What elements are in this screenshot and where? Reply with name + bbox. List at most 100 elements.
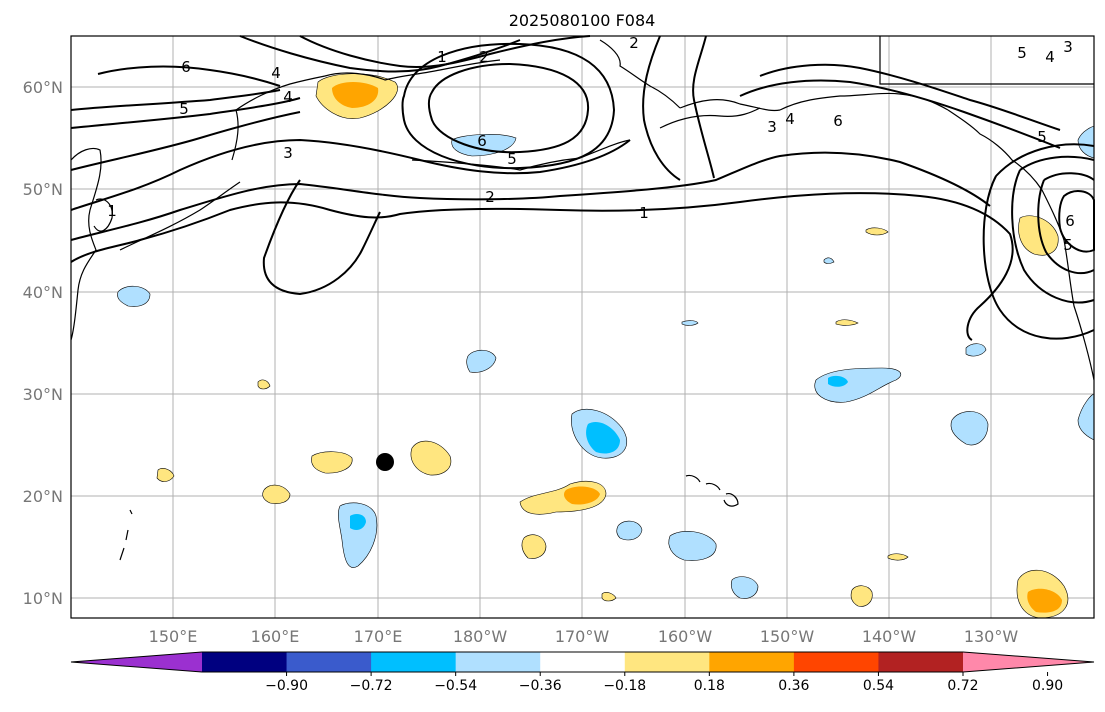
colorbar-swatch xyxy=(286,652,372,672)
contour-label: 6 xyxy=(1065,212,1075,230)
contour-label: 1 xyxy=(437,48,447,66)
lat-label: 60°N xyxy=(23,78,63,97)
anomaly-negative-3-core xyxy=(350,514,366,530)
contour-east-ridge xyxy=(759,63,1061,131)
colorbar-tick-label: −0.54 xyxy=(434,678,477,694)
colorbar-swatch xyxy=(540,652,626,672)
colorbar-extend-high xyxy=(963,652,1094,672)
anomaly-negative-5 xyxy=(668,531,717,561)
anomaly-negative-6 xyxy=(730,576,759,599)
contour-label: 4 xyxy=(283,88,293,106)
contour-5 xyxy=(70,97,301,129)
contour-east-low xyxy=(1058,190,1095,253)
colorbar-tick-label: −0.90 xyxy=(265,678,308,694)
contour-label: 5 xyxy=(1017,44,1027,62)
colorbar-swatch xyxy=(371,652,457,672)
colorbar-tick-label: 0.72 xyxy=(947,678,978,694)
contour-2 xyxy=(70,151,991,241)
map-area: 6 5 4 4 3 1 1 2 6 5 2 1 2 3 4 6 5 5 4 3 … xyxy=(70,34,1095,619)
anomaly-negative-9 xyxy=(965,343,987,357)
contour-label: 4 xyxy=(785,110,795,128)
anomaly-positive-1 xyxy=(311,451,353,474)
lon-label: 160°E xyxy=(251,627,300,646)
anomaly-negative-gulf xyxy=(451,134,517,157)
shaded-anomalies xyxy=(117,73,1095,619)
contour-label: 5 xyxy=(1037,128,1047,146)
contour-low-outer xyxy=(401,42,616,170)
contour-label: 3 xyxy=(1063,38,1073,56)
contours xyxy=(70,35,1095,341)
lon-label: 150°W xyxy=(760,627,815,646)
colorbar-swatch xyxy=(793,652,879,672)
lon-label: 150°E xyxy=(149,627,198,646)
contour-3 xyxy=(70,138,631,211)
colorbar-swatch xyxy=(455,652,541,672)
contour-4 xyxy=(70,111,301,171)
contour-sw-lobe xyxy=(262,179,381,296)
lat-label: 40°N xyxy=(23,283,63,302)
colorbar-swatch xyxy=(709,652,795,672)
anomaly-positive-nw-us xyxy=(1018,215,1059,256)
lon-label: 140°W xyxy=(862,627,917,646)
map-title: 2025080100 F084 xyxy=(509,11,656,30)
anomaly-negative-7-core xyxy=(828,375,848,387)
contour-label: 3 xyxy=(767,118,777,136)
contour-high xyxy=(97,65,281,87)
anomaly-positive-4 xyxy=(156,468,175,482)
lon-label: 170°E xyxy=(354,627,403,646)
anomaly-positive-3 xyxy=(262,484,291,504)
contour-6 xyxy=(70,89,281,111)
contour-label: 5 xyxy=(507,150,517,168)
anomaly-positive-9 xyxy=(865,227,889,236)
graticule xyxy=(71,36,1094,618)
contour-label: 1 xyxy=(107,202,117,220)
contour-east-low-3 xyxy=(1011,155,1095,304)
anomaly-positive-11 xyxy=(887,553,909,561)
anomaly-negative-1 xyxy=(466,349,497,373)
colorbar-tick-label: −0.72 xyxy=(350,678,393,694)
anomaly-positive-aleutian-core xyxy=(332,82,379,108)
colorbar-swatch xyxy=(878,652,964,672)
anomaly-positive-central-core xyxy=(564,486,600,505)
anomaly-negative-3 xyxy=(338,502,378,568)
lat-label: 30°N xyxy=(23,385,63,404)
anomaly-negative-13 xyxy=(823,257,835,264)
anomaly-negative-2-core xyxy=(586,421,620,454)
colorbar-tick-label: 0.90 xyxy=(1032,678,1063,694)
colorbar-extend-low xyxy=(71,652,202,672)
contour-label: 5 xyxy=(179,100,189,118)
lat-label: 20°N xyxy=(23,487,63,506)
contour-ne-2 xyxy=(642,35,681,181)
contour-label: 3 xyxy=(283,144,293,162)
anomaly-positive-5 xyxy=(257,379,271,390)
longitude-labels: 150°E 160°E 170°E 180°W 170°W 160°W 150°… xyxy=(149,627,1019,646)
contour-label: 6 xyxy=(477,132,487,150)
anomaly-negative-8 xyxy=(950,411,989,446)
anomaly-positive-8-core xyxy=(1027,588,1062,613)
contour-label: 4 xyxy=(271,64,281,82)
lon-label: 160°W xyxy=(658,627,713,646)
contour-north-2 xyxy=(239,35,521,73)
anomaly-negative-12 xyxy=(681,320,699,326)
anomaly-negative-west xyxy=(117,285,151,307)
contour-label: 4 xyxy=(1045,48,1055,66)
colorbar: −0.90 −0.72 −0.54 −0.36 −0.18 0.18 0.36 0.54 0.7… xyxy=(70,651,1095,694)
anomaly-positive-6 xyxy=(521,534,547,559)
contour-label: 2 xyxy=(479,48,489,66)
contour-1-main xyxy=(70,192,1014,341)
colorbar-swatch xyxy=(624,652,710,672)
lon-label: 170°W xyxy=(555,627,610,646)
colorbar-swatch xyxy=(202,652,288,672)
contour-east-ridge-2 xyxy=(739,79,1061,149)
contour-label: 2 xyxy=(629,34,639,52)
contour-label: 6 xyxy=(833,112,843,130)
anomaly-positive-12 xyxy=(601,592,617,602)
contour-low-center xyxy=(428,62,590,154)
contour-label: 5 xyxy=(1063,236,1073,254)
lon-label: 130°W xyxy=(964,627,1019,646)
colorbar-tick-label: −0.18 xyxy=(603,678,646,694)
anomaly-positive-2 xyxy=(410,440,452,476)
contour-east-low-4 xyxy=(982,143,1095,340)
colorbar-tick-label: 0.18 xyxy=(694,678,725,694)
